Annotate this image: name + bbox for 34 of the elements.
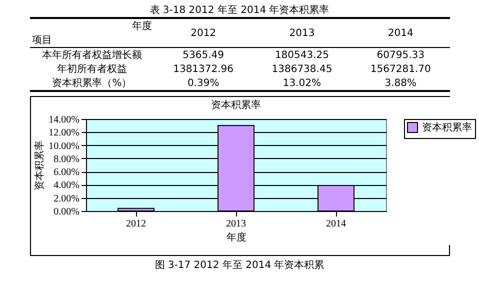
x-tick-label: 2013 [226, 218, 246, 230]
y-tick-label: 4.00% [54, 180, 80, 192]
text: 180543.25 [274, 48, 330, 62]
text: 资本积累率（%） [51, 76, 133, 91]
x-tick-label: 2012 [126, 218, 146, 230]
chart-title: 资本积累率 [211, 99, 261, 111]
y-tick-label: 8.00% [54, 154, 80, 165]
text: 2014 [351, 18, 450, 48]
text: 13.02% [282, 76, 322, 90]
y-tick-label: 12.00% [48, 128, 80, 139]
text: 1567281.70 [369, 62, 432, 76]
text: 0.39% [186, 76, 220, 90]
text: 2013 [252, 18, 352, 48]
text: 5365.49 [182, 48, 225, 62]
y-axis-title: 资本积累率 [34, 140, 46, 190]
text: 项目 [32, 34, 53, 47]
text: 60795.33 [376, 48, 426, 62]
text: 1386738.45 [270, 62, 334, 76]
x-axis-title: 年度 [226, 232, 246, 244]
text: 年度 [131, 20, 152, 33]
legend-label: 资本积累率 [422, 122, 472, 134]
y-tick-label: 0.00% [54, 206, 80, 218]
text: 表 3-18 2012 年至 2014 年资本积累率 [148, 4, 330, 17]
y-tick-label: 2.00% [54, 193, 80, 204]
y-tick-label: 6.00% [54, 167, 80, 178]
text: 1381372.96 [172, 62, 235, 76]
y-tick-label: 14.00% [48, 114, 80, 126]
text: 年初所有者权益 [56, 62, 128, 76]
text: 3.88% [384, 76, 418, 90]
text: 2012 [154, 18, 253, 48]
y-tick-label: 10.00% [48, 140, 80, 152]
x-tick-label: 2014 [326, 218, 346, 230]
text: 本年所有者权益增长额 [41, 48, 143, 62]
caption: 图 3-17 2012 年至 2014 年资本积累 [154, 258, 326, 272]
